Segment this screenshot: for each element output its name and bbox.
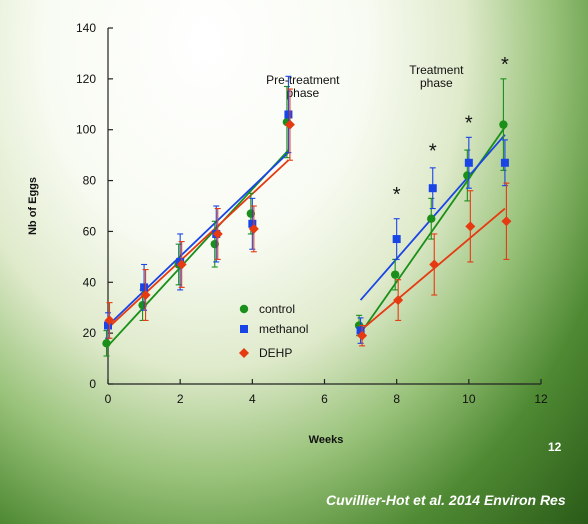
- significance-star: *: [393, 184, 401, 206]
- y-tick-label: 60: [83, 224, 97, 238]
- control-point: [246, 209, 256, 218]
- legend-control-marker: [239, 304, 249, 314]
- methanol-point: [284, 110, 293, 119]
- dehp-point: [104, 315, 115, 326]
- control-point: [390, 270, 400, 279]
- x-tick-label: 0: [105, 392, 112, 406]
- legend-dehp-label: DEHP: [259, 346, 292, 360]
- phase-annotation: Treatment phase: [409, 63, 464, 90]
- y-tick-label: 100: [76, 123, 96, 137]
- dehp-point: [212, 228, 223, 239]
- x-tick-label: 12: [534, 392, 548, 406]
- y-tick-label: 0: [89, 377, 96, 391]
- dehp-fit-line: [107, 159, 290, 329]
- methanol-point: [464, 158, 473, 167]
- control-point: [499, 120, 508, 129]
- y-tick-label: 120: [76, 72, 96, 86]
- significance-star: *: [465, 113, 473, 135]
- control-point: [138, 300, 147, 310]
- x-tick-label: 8: [393, 392, 400, 406]
- legend-methanol-marker: [240, 325, 248, 333]
- control-point: [463, 171, 472, 180]
- significance-star: *: [429, 141, 437, 163]
- dehp-point: [140, 290, 151, 300]
- methanol-point: [248, 219, 257, 228]
- slide-number: 12: [548, 440, 562, 454]
- methanol-fit-line: [107, 151, 290, 327]
- x-tick-label: 4: [249, 392, 256, 406]
- methanol-point: [428, 184, 437, 193]
- phase-annotation: Pre-treatment phase: [266, 73, 340, 100]
- y-tick-label: 40: [83, 275, 97, 289]
- methanol-point: [104, 321, 112, 330]
- x-tick-label: 6: [321, 392, 328, 406]
- significance-star: *: [501, 54, 509, 76]
- methanol-point: [140, 283, 149, 292]
- dehp-point: [393, 295, 404, 306]
- control-fit-line: [107, 149, 290, 347]
- dehp-fit-line: [360, 207, 506, 332]
- control-point: [427, 214, 436, 223]
- citation: Cuvillier-Hot et al. 2014 Environ Res: [326, 492, 566, 508]
- dehp-point: [357, 330, 368, 341]
- methanol-point: [392, 235, 401, 244]
- x-tick-label: 2: [177, 392, 184, 406]
- control-point: [210, 239, 219, 249]
- y-axis-title: Nb of Eggs: [27, 177, 39, 235]
- dehp-point: [284, 119, 295, 130]
- legend-dehp-marker: [239, 348, 249, 358]
- dehp-point: [501, 216, 512, 227]
- x-tick-label: 10: [462, 392, 476, 406]
- y-tick-label: 140: [76, 21, 96, 35]
- methanol-point: [356, 326, 365, 335]
- x-axis-title: Weeks: [309, 434, 344, 446]
- dehp-point: [248, 223, 259, 234]
- methanol-point: [500, 158, 509, 167]
- legend-control-label: control: [259, 302, 295, 316]
- control-point: [102, 339, 111, 348]
- y-tick-label: 20: [83, 326, 97, 340]
- legend-methanol-label: methanol: [259, 322, 308, 336]
- dehp-point: [176, 259, 187, 270]
- y-tick-label: 80: [83, 174, 97, 188]
- dehp-point: [465, 221, 476, 232]
- dehp-point: [429, 259, 440, 270]
